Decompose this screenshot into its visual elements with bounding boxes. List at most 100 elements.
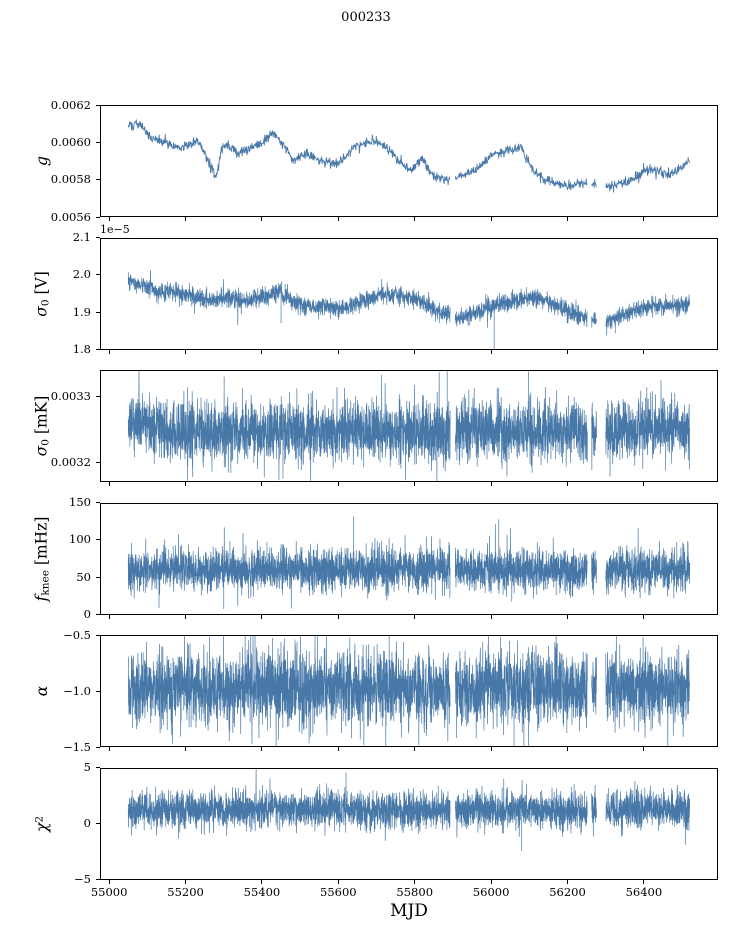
y-axis-label-part: χ	[33, 822, 51, 832]
x-tick	[414, 349, 416, 354]
y-tick	[96, 879, 100, 880]
y-tick	[96, 311, 100, 313]
y-axis-label-g: g	[33, 156, 51, 166]
x-tick	[108, 747, 110, 751]
subplot-sigma0_v-canvas	[100, 237, 718, 350]
y-tick-label: 5	[83, 760, 91, 774]
x-tick	[643, 217, 645, 221]
x-tick	[185, 349, 187, 354]
x-tick	[337, 614, 339, 619]
subplot-fknee-canvas	[100, 502, 718, 615]
x-tick	[185, 614, 187, 619]
y-tick	[96, 395, 100, 397]
x-tick-label: 56000	[472, 884, 510, 899]
x-tick	[643, 614, 645, 619]
x-tick	[261, 349, 263, 354]
y-tick	[96, 576, 100, 578]
y-axis-label-fknee: fknee [mHz]	[32, 516, 51, 601]
x-tick	[337, 747, 339, 751]
y-tick	[96, 274, 100, 276]
y-tick	[96, 216, 100, 218]
subplot-alpha-canvas	[100, 635, 718, 747]
y-tick-label: 50	[76, 569, 91, 584]
x-tick	[108, 482, 110, 486]
x-tick	[490, 747, 492, 751]
x-tick	[185, 747, 187, 751]
y-tick-label: 2.1	[72, 230, 91, 244]
x-tick-label: 55800	[396, 884, 434, 899]
y-tick-label: 0	[83, 816, 91, 830]
x-tick	[261, 482, 263, 486]
x-tick	[185, 879, 187, 884]
y-axis-label-sigma0_mk: σ0 [mK]	[32, 396, 51, 457]
x-tick	[490, 482, 492, 486]
y-axis-label-part: knee	[39, 569, 52, 596]
y-tick-label: 0.0060	[50, 134, 91, 149]
x-tick	[643, 747, 645, 751]
y-tick-label: 0.0058	[50, 172, 91, 187]
subplot-sigma0_mk-canvas	[100, 370, 718, 482]
y-tick-label: 0.0033	[50, 388, 91, 403]
x-tick	[185, 482, 187, 486]
y-tick	[96, 237, 100, 238]
y-axis-label-sigma0_v: σ0 [V]	[32, 271, 51, 317]
x-tick	[337, 349, 339, 354]
x-tick	[414, 879, 416, 884]
x-tick-label: 56200	[549, 884, 586, 899]
subplot-chi2-canvas	[100, 767, 718, 880]
y-tick	[96, 634, 100, 636]
y-axis-label-part: g	[33, 156, 51, 166]
y-tick-label: 0.0032	[50, 454, 91, 469]
y-tick-label: −1.5	[63, 739, 91, 754]
y-axis-label-alpha: α	[33, 686, 51, 696]
y-tick	[96, 746, 100, 748]
y-tick-label: 1.8	[72, 342, 91, 356]
y-tick-label: 100	[69, 532, 91, 547]
x-tick	[490, 879, 492, 884]
x-tick	[490, 217, 492, 221]
x-tick	[108, 614, 110, 619]
x-tick	[108, 217, 110, 221]
y-tick-label: −0.5	[63, 627, 91, 642]
x-tick	[567, 747, 568, 751]
y-axis-label-part: [mK]	[32, 395, 51, 440]
y-tick	[96, 179, 100, 181]
subplot-g-canvas	[100, 105, 718, 217]
x-tick	[261, 217, 263, 221]
x-tick	[261, 879, 263, 884]
y-tick	[96, 461, 100, 463]
figure-title: 000233	[341, 10, 391, 25]
x-tick	[643, 482, 645, 486]
x-tick	[490, 614, 492, 619]
y-tick	[96, 141, 100, 143]
y-tick	[96, 502, 100, 503]
x-tick-label: 55400	[243, 884, 281, 899]
y-tick-label: −1.0	[63, 683, 91, 698]
y-axis-label-part: σ	[32, 445, 51, 457]
y-tick	[96, 614, 100, 615]
x-tick	[414, 614, 416, 619]
y-tick	[96, 539, 100, 541]
x-axis-label: MJD	[390, 901, 428, 921]
x-tick	[567, 217, 568, 221]
x-tick	[185, 217, 187, 221]
x-tick-label: 55200	[167, 884, 204, 899]
x-tick-label: 55000	[90, 884, 128, 899]
y-tick	[96, 349, 100, 350]
y-axis-label-part: σ	[32, 305, 51, 317]
y-axis-label-part: 0	[39, 439, 52, 446]
x-tick	[261, 747, 263, 751]
y-axis-label-part: [mHz]	[32, 516, 51, 570]
x-tick-label: 55600	[320, 884, 357, 899]
y-axis-label-chi2: χ2	[33, 815, 51, 831]
x-tick	[414, 747, 416, 751]
y-tick-label: 1.9	[72, 304, 91, 319]
x-tick	[414, 482, 416, 486]
x-tick	[643, 879, 645, 884]
y-axis-label-part: α	[33, 685, 51, 697]
y-axis-label-part: [V]	[32, 270, 51, 299]
x-tick	[567, 482, 568, 486]
offset-text: 1e−5	[100, 222, 130, 236]
x-tick	[567, 879, 568, 884]
y-tick-label: 0.0056	[50, 209, 91, 224]
